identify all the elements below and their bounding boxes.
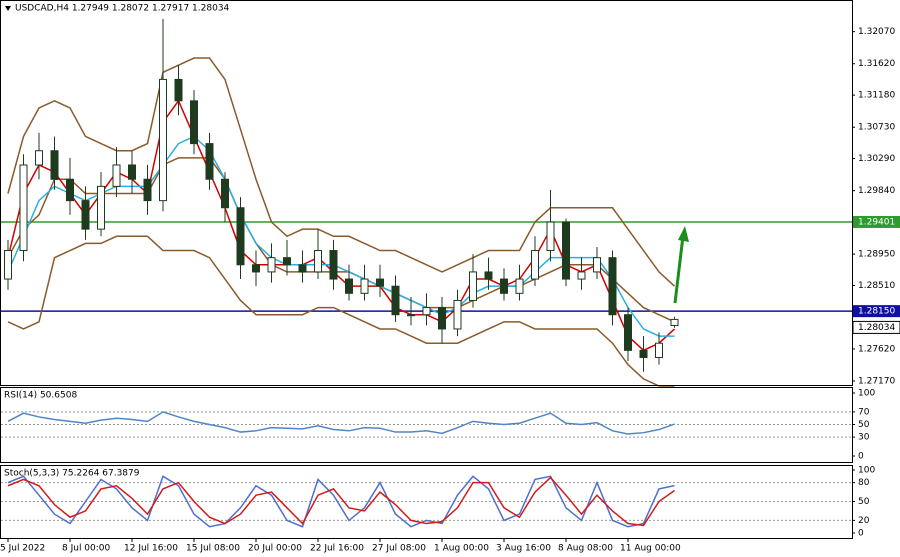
y-tick-label: 1.29840 (858, 186, 895, 196)
candle-body (143, 178, 152, 202)
candle-body (236, 207, 245, 266)
price-panel-frame (0, 0, 853, 386)
y-tick-label: 20 (858, 516, 870, 526)
candle-body (81, 200, 90, 230)
y-tick-label: 1.30290 (858, 154, 895, 164)
indicator-line (7, 475, 675, 528)
candle-body (531, 250, 539, 280)
candle-body (670, 318, 679, 326)
y-tick-label: 30 (858, 433, 870, 443)
candle-body (283, 257, 291, 266)
candle-body (593, 257, 601, 273)
candle-body (252, 264, 260, 273)
x-tick-label: 15 Jul 08:00 (186, 544, 240, 554)
y-tick-label: 1.31620 (858, 59, 895, 69)
x-tick-label: 20 Jul 00:00 (248, 544, 302, 554)
candle-body (438, 307, 446, 330)
price-level-label: 1.28150 (858, 307, 895, 317)
chart-layer: 1.32070 1.31620 1.31180 1.30730 1.30290 1.298… (0, 18, 900, 554)
indicator-line (7, 411, 675, 435)
candle-body (469, 271, 477, 301)
y-tick-label: 70 (858, 407, 870, 417)
y-tick-label: 100 (858, 466, 875, 476)
candle-body (391, 285, 400, 316)
rsi-title: RSI(14) 50.6508 (4, 391, 77, 401)
x-tick-label: 12 Jul 16:00 (124, 544, 178, 554)
candle-body (624, 314, 632, 351)
x-tick-label: 8 Jul 00:00 (62, 544, 111, 554)
candle-body (112, 164, 121, 187)
y-tick-label: 1.30730 (858, 123, 895, 133)
candle-body (655, 342, 663, 358)
candle-body (50, 150, 59, 180)
candle-body (546, 221, 555, 252)
candle-body (453, 299, 462, 330)
x-tick-label: 8 Aug 08:00 (558, 544, 613, 554)
y-tick-label: 1.28950 (858, 250, 895, 260)
y-tick-label: 1.32070 (858, 27, 895, 37)
candle-body (190, 100, 198, 145)
candle-body (329, 250, 338, 280)
candle-body (639, 349, 648, 358)
candle-body (159, 78, 167, 202)
y-tick-label: 1.27620 (858, 344, 895, 354)
candle-body (35, 150, 43, 166)
candle-body (515, 278, 524, 294)
menu-triangle[interactable] (5, 6, 11, 11)
candle-body (97, 185, 105, 230)
price-level-label: 1.29401 (858, 217, 895, 227)
candle-body (608, 257, 617, 316)
last-price-label: 1.28034 (858, 323, 895, 333)
candle-body (66, 178, 74, 202)
indicator-line (7, 476, 675, 527)
candle-body (376, 278, 384, 287)
candle-body (128, 164, 136, 180)
rsi-panel-frame (0, 387, 853, 463)
price-level-tag (853, 305, 900, 318)
candle-body (360, 278, 369, 294)
candle-body (221, 178, 229, 209)
candle-body (205, 143, 214, 180)
y-tick-label: 50 (858, 420, 870, 430)
x-tick-label: 3 Aug 16:00 (496, 544, 551, 554)
candle-body (298, 264, 307, 273)
y-tick-label: 80 (858, 478, 870, 488)
candle-body (577, 271, 586, 280)
y-tick-label: 1.27170 (858, 377, 895, 387)
indicator-line (7, 235, 675, 387)
x-tick-label: 27 Jul 08:00 (372, 544, 426, 554)
candle-body (174, 78, 183, 102)
x-tick-label: 1 Aug 00:00 (434, 544, 489, 554)
candle-body (484, 271, 493, 280)
candle-body (407, 314, 415, 317)
stoch-panel-frame (0, 465, 853, 539)
y-tick-label: 50 (858, 497, 870, 507)
x-tick-label: 22 Jul 16:00 (310, 544, 364, 554)
candle-body (267, 257, 276, 273)
y-tick-label: 0 (858, 529, 864, 539)
x-tick-label: 5 Jul 2022 (0, 544, 45, 554)
candle-body (562, 221, 570, 280)
candle-body (19, 164, 28, 252)
y-tick-label: 1.31180 (858, 91, 895, 101)
candle-body (314, 250, 322, 273)
chart-title: USDCAD,H4 1.27949 1.28072 1.27917 1.2803… (15, 4, 230, 14)
x-tick-label: 11 Aug 00:00 (620, 544, 681, 554)
price-level-tag (853, 215, 900, 228)
candle-body (345, 278, 353, 294)
candle-body (500, 278, 508, 294)
y-tick-label: 1.28510 (858, 281, 895, 291)
candle-body (4, 250, 12, 280)
trend-arrowhead (678, 226, 689, 242)
indicator-line (7, 57, 676, 287)
candle-body (422, 307, 431, 316)
stoch-title: Stoch(5,3,3) 75.2264 67.3879 (4, 469, 140, 479)
trend-arrow (673, 235, 685, 304)
y-tick-label: 0 (858, 452, 864, 462)
y-tick-label: 100 (858, 389, 875, 399)
